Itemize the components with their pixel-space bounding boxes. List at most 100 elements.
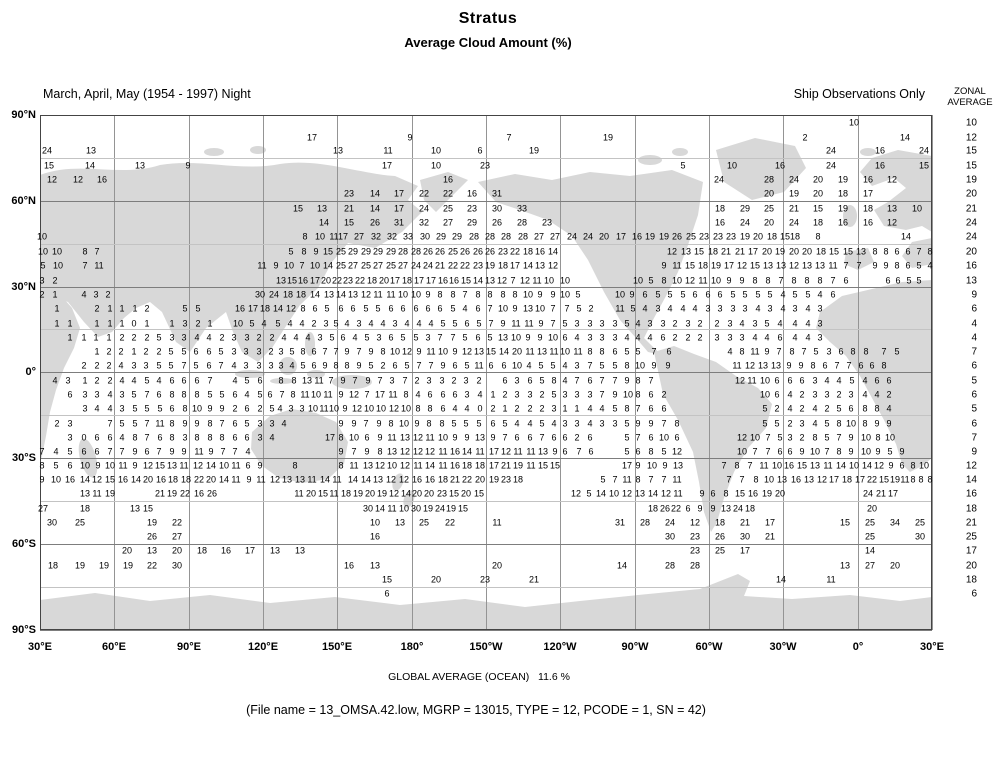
cloud-amount-value: 14 (522, 260, 534, 271)
cloud-amount-value: 7 (144, 418, 150, 429)
cloud-amount-value: 3 (655, 303, 661, 314)
cloud-amount-value: 5 (476, 318, 482, 329)
lon-axis-label: 90°W (621, 641, 649, 653)
cloud-amount-value: 7 (333, 346, 339, 357)
cloud-amount-value: 5 (487, 332, 493, 343)
cloud-amount-value: 2 (824, 403, 830, 414)
cloud-amount-value: 5 (887, 446, 893, 457)
cloud-amount-value: 6 (777, 332, 783, 343)
cloud-amount-value: 16 (64, 474, 76, 485)
cloud-amount-value: 13 (301, 375, 313, 386)
cloud-amount-value: 6 (648, 403, 654, 414)
zonal-average-value: 12 (965, 132, 977, 144)
cloud-amount-value: 8 (624, 403, 630, 414)
cloud-amount-value: 12 (412, 432, 424, 443)
cloud-amount-value: 11 (256, 474, 266, 485)
cloud-amount-value: 12 (873, 460, 885, 471)
cloud-amount-value: 23 (541, 217, 553, 228)
cloud-amount-value: 22 (447, 260, 459, 271)
cloud-amount-value: 16 (874, 145, 886, 156)
cloud-amount-value: 9 (182, 418, 188, 429)
lon-axis-label: 120°E (247, 641, 279, 653)
cloud-amount-value: 8 (426, 418, 432, 429)
cloud-amount-value: 32 (370, 231, 382, 242)
cloud-amount-value: 9 (726, 275, 732, 286)
cloud-amount-value: 26 (206, 488, 218, 499)
cloud-amount-value: 6 (206, 346, 212, 357)
cloud-amount-value: 7 (843, 260, 849, 271)
cloud-amount-value: 6 (67, 389, 73, 400)
cloud-amount-value: 12 (46, 174, 58, 185)
cloud-amount-value: 10 (363, 403, 375, 414)
cloud-amount-value: 11 (525, 346, 535, 357)
cloud-amount-value: 3 (587, 389, 593, 400)
cloud-amount-value: 15 (473, 488, 485, 499)
cloud-amount-value: 6 (169, 403, 175, 414)
cloud-amount-value: 27 (533, 231, 545, 242)
cloud-amount-value: 8 (207, 418, 213, 429)
cloud-amount-value: 5 (576, 303, 582, 314)
cloud-amount-value: 13 (134, 160, 146, 171)
zonal-average-value: 18 (965, 574, 977, 586)
cloud-amount-value: 24 (582, 231, 594, 242)
cloud-amount-value: 11 (307, 474, 317, 485)
cloud-amount-value: 7 (94, 246, 100, 257)
cloud-amount-value: 6 (787, 446, 793, 457)
cloud-amount-value: 15 (918, 160, 930, 171)
cloud-amount-value: 8 (181, 389, 187, 400)
cloud-amount-value: 15 (828, 246, 840, 257)
cloud-amount-value: 12 (519, 275, 531, 286)
cloud-amount-value: 5 (550, 360, 556, 371)
cloud-amount-value: 11 (386, 289, 396, 300)
cloud-amount-value: 19 (837, 174, 849, 185)
cloud-amount-value: 18 (744, 503, 756, 514)
cloud-amount-value: 19 (761, 488, 773, 499)
cloud-amount-value: 5 (849, 375, 855, 386)
cloud-amount-value: 18 (837, 188, 849, 199)
cloud-amount-value: 7 (181, 360, 187, 371)
cloud-amount-value: 12 (351, 403, 363, 414)
cloud-amount-value: 4 (206, 332, 212, 343)
cloud-amount-value: 9 (662, 460, 668, 471)
cloud-amount-value: 24 (268, 289, 280, 300)
cloud-amount-value: 5 (463, 418, 469, 429)
cloud-amount-value: 7 (830, 275, 836, 286)
cloud-amount-value: 28 (468, 231, 480, 242)
page-title: Stratus (458, 10, 518, 27)
cloud-amount-value: 3 (824, 389, 830, 400)
cloud-amount-value: 26 (484, 246, 496, 257)
cloud-amount-value: 7 (776, 346, 782, 357)
cloud-amount-value: 9 (538, 318, 544, 329)
cloud-amount-value: 0 (131, 318, 137, 329)
cloud-amount-value: 17 (244, 545, 256, 556)
cloud-amount-value: 6 (562, 446, 568, 457)
cloud-amount-value: 6 (830, 289, 836, 300)
cloud-amount-value: 9 (194, 418, 200, 429)
parallel-gridline-minor (40, 329, 932, 330)
cloud-amount-value: 9 (219, 403, 225, 414)
cloud-amount-value: 23 (466, 203, 478, 214)
cloud-amount-value: 5 (655, 289, 661, 300)
cloud-amount-value: 4 (416, 318, 422, 329)
cloud-amount-value: 9 (500, 318, 506, 329)
cloud-amount-value: 7 (721, 460, 727, 471)
cloud-amount-value: 8 (427, 403, 433, 414)
cloud-amount-value: 15 (779, 231, 791, 242)
cloud-amount-value: 10 (437, 346, 449, 357)
cloud-amount-value: 24 (566, 231, 578, 242)
cloud-amount-value: 5 (648, 275, 654, 286)
cloud-amount-value: 9 (710, 503, 716, 514)
cloud-amount-value: 8 (415, 403, 421, 414)
cloud-amount-value: 18 (461, 460, 473, 471)
cloud-amount-value: 5 (207, 389, 213, 400)
cloud-amount-value: 18 (196, 545, 208, 556)
cloud-amount-value: 3 (826, 346, 832, 357)
zonal-average-value: 24 (965, 231, 977, 243)
cloud-amount-value: 10 (309, 260, 321, 271)
period-label: March, April, May (1954 - 1997) Night (43, 87, 251, 101)
cloud-amount-value: 25 (914, 517, 926, 528)
cloud-amount-value: 17 (764, 517, 776, 528)
cloud-amount-value: 10 (646, 460, 658, 471)
cloud-amount-value: 5 (182, 303, 188, 314)
parallel-gridline-minor (40, 501, 932, 502)
